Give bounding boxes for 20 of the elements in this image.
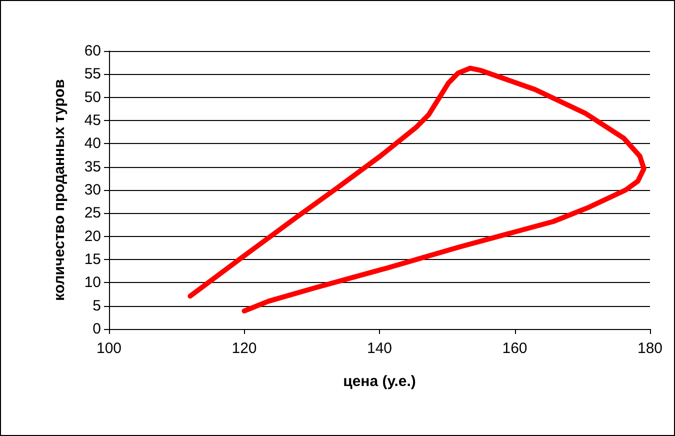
y-tick-label: 50 [84, 88, 101, 106]
x-tick-label: 140 [366, 340, 392, 357]
y-tick-label: 0 [92, 320, 101, 338]
y-tick-label: 40 [84, 135, 101, 152]
x-axis-title: цена (у.е.) [343, 373, 416, 390]
x-tick-label: 160 [502, 340, 528, 357]
y-tick-label: 30 [84, 182, 101, 198]
x-tick-label: 120 [232, 340, 257, 357]
y-tick-label: 35 [84, 158, 101, 176]
y-tick-label: 55 [84, 66, 101, 83]
y-tick-label: 45 [84, 112, 101, 129]
y-tick-label: 15 [84, 251, 101, 268]
x-tick-label: 180 [637, 340, 663, 357]
y-tick-label: 20 [84, 228, 101, 245]
y-tick-label: 60 [84, 42, 101, 60]
x-tick-label: 100 [96, 340, 122, 357]
y-tick-label: 10 [84, 274, 101, 292]
y-axis-title: количество проданных туров [51, 79, 68, 301]
y-tick-label: 25 [84, 204, 101, 222]
y-tick-label: 5 [92, 297, 101, 314]
